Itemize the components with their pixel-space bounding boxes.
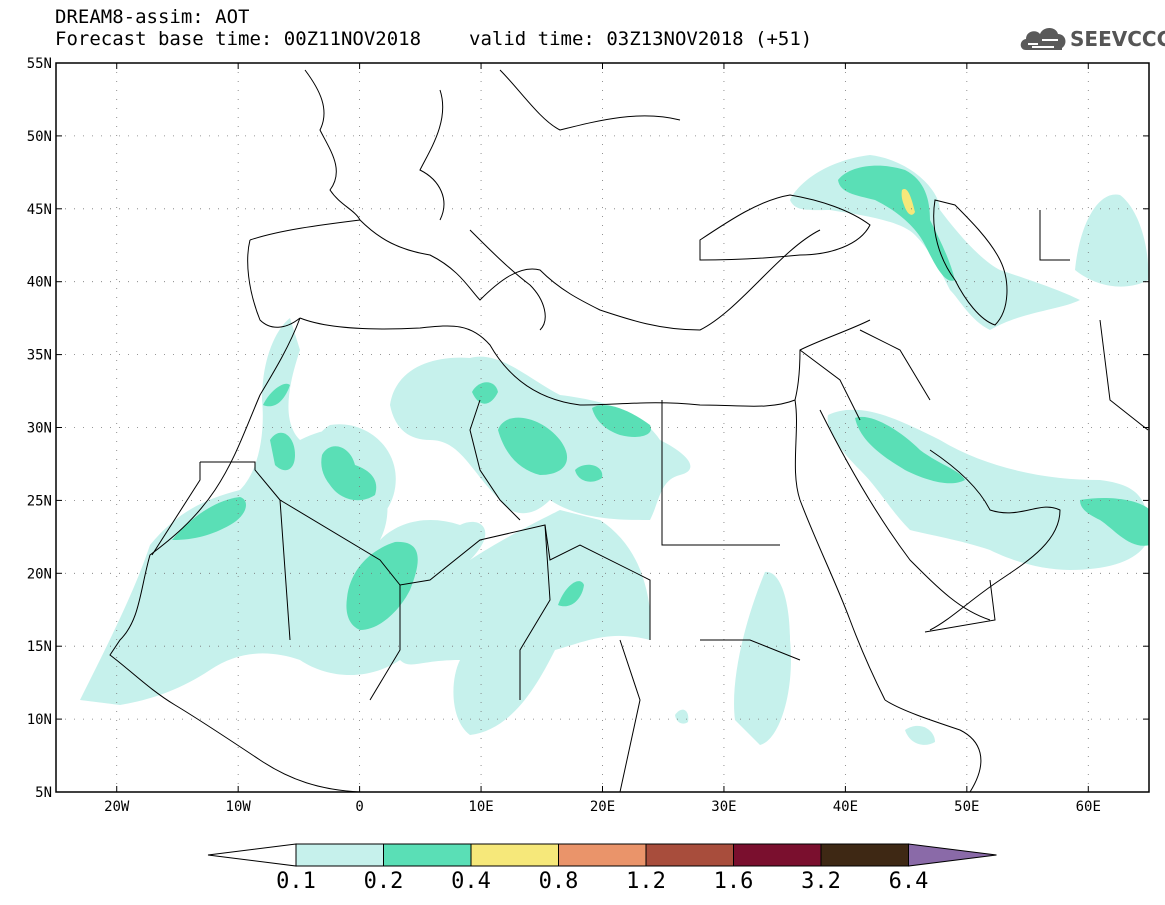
lon-tick-label: 50E (954, 799, 979, 815)
lat-tick-label: 15N (27, 639, 52, 655)
aot-fields (80, 155, 1149, 745)
lat-tick-label: 55N (27, 56, 52, 72)
aot-high-region (901, 189, 915, 215)
lon-tick-label: 20W (104, 799, 130, 815)
colorbar-segment (645, 843, 734, 867)
coastlines (109, 69, 1149, 792)
colorbar-segment (295, 843, 384, 867)
logo-text: SEEVCCC (1070, 27, 1165, 51)
seevccc-logo: SEEVCCC (1018, 22, 1165, 56)
lat-tick-label: 45N (27, 202, 52, 218)
lon-tick-label: 40E (833, 799, 858, 815)
lon-tick-label: 30E (711, 799, 736, 815)
lon-tick-label: 60E (1076, 799, 1101, 815)
colorbar-label: 1.2 (626, 869, 666, 894)
lat-tick-label: 25N (27, 493, 52, 509)
lon-tick-label: 20E (590, 799, 615, 815)
lon-tick-label: 10E (468, 799, 493, 815)
lat-tick-label: 35N (27, 348, 52, 364)
chart-title: DREAM8-assim: AOT (55, 6, 250, 28)
lat-tick-label: 20N (27, 566, 52, 582)
colorbar-segment (383, 843, 472, 867)
colorbar-overflow (908, 843, 997, 867)
colorbar-label: 0.4 (451, 869, 491, 894)
base-time: Forecast base time: 00Z11NOV2018 (55, 28, 422, 50)
lat-tick-label: 50N (27, 129, 52, 145)
cloud-icon (1020, 28, 1066, 50)
aot-mid-region (172, 165, 1149, 630)
lat-tick-label: 5N (35, 785, 52, 801)
colorbar-segment (733, 843, 822, 867)
lat-tick-label: 40N (27, 275, 52, 291)
aot-low-region (80, 155, 1149, 745)
colorbar-label: 0.2 (363, 869, 404, 894)
lon-tick-label: 0 (355, 799, 363, 815)
axis-ticks: 5N 10N 15N 20N 25N 30N 35N 40N 45N 50N 55N 20W 10W 0 1… (27, 56, 1149, 815)
colorbar-label: 6.4 (888, 869, 929, 894)
colorbar-underflow (207, 843, 297, 867)
colorbar-label: 1.6 (713, 869, 754, 894)
colorbar-label: 3.2 (801, 869, 841, 894)
colorbar-label: 0.1 (276, 869, 316, 894)
lat-tick-label: 30N (27, 421, 52, 437)
lon-tick-label: 10W (226, 799, 252, 815)
colorbar-segment (470, 843, 559, 867)
colorbar (207, 843, 997, 867)
colorbar-segment (820, 843, 909, 867)
lat-tick-label: 10N (27, 712, 52, 728)
colorbar-segment (558, 843, 647, 867)
colorbar-label: 0.8 (538, 869, 579, 894)
time-info: Forecast base time: 00Z11NOV2018 valid ti… (55, 28, 812, 50)
valid-time: valid time: 03Z13NOV2018 (+51) (469, 28, 813, 50)
